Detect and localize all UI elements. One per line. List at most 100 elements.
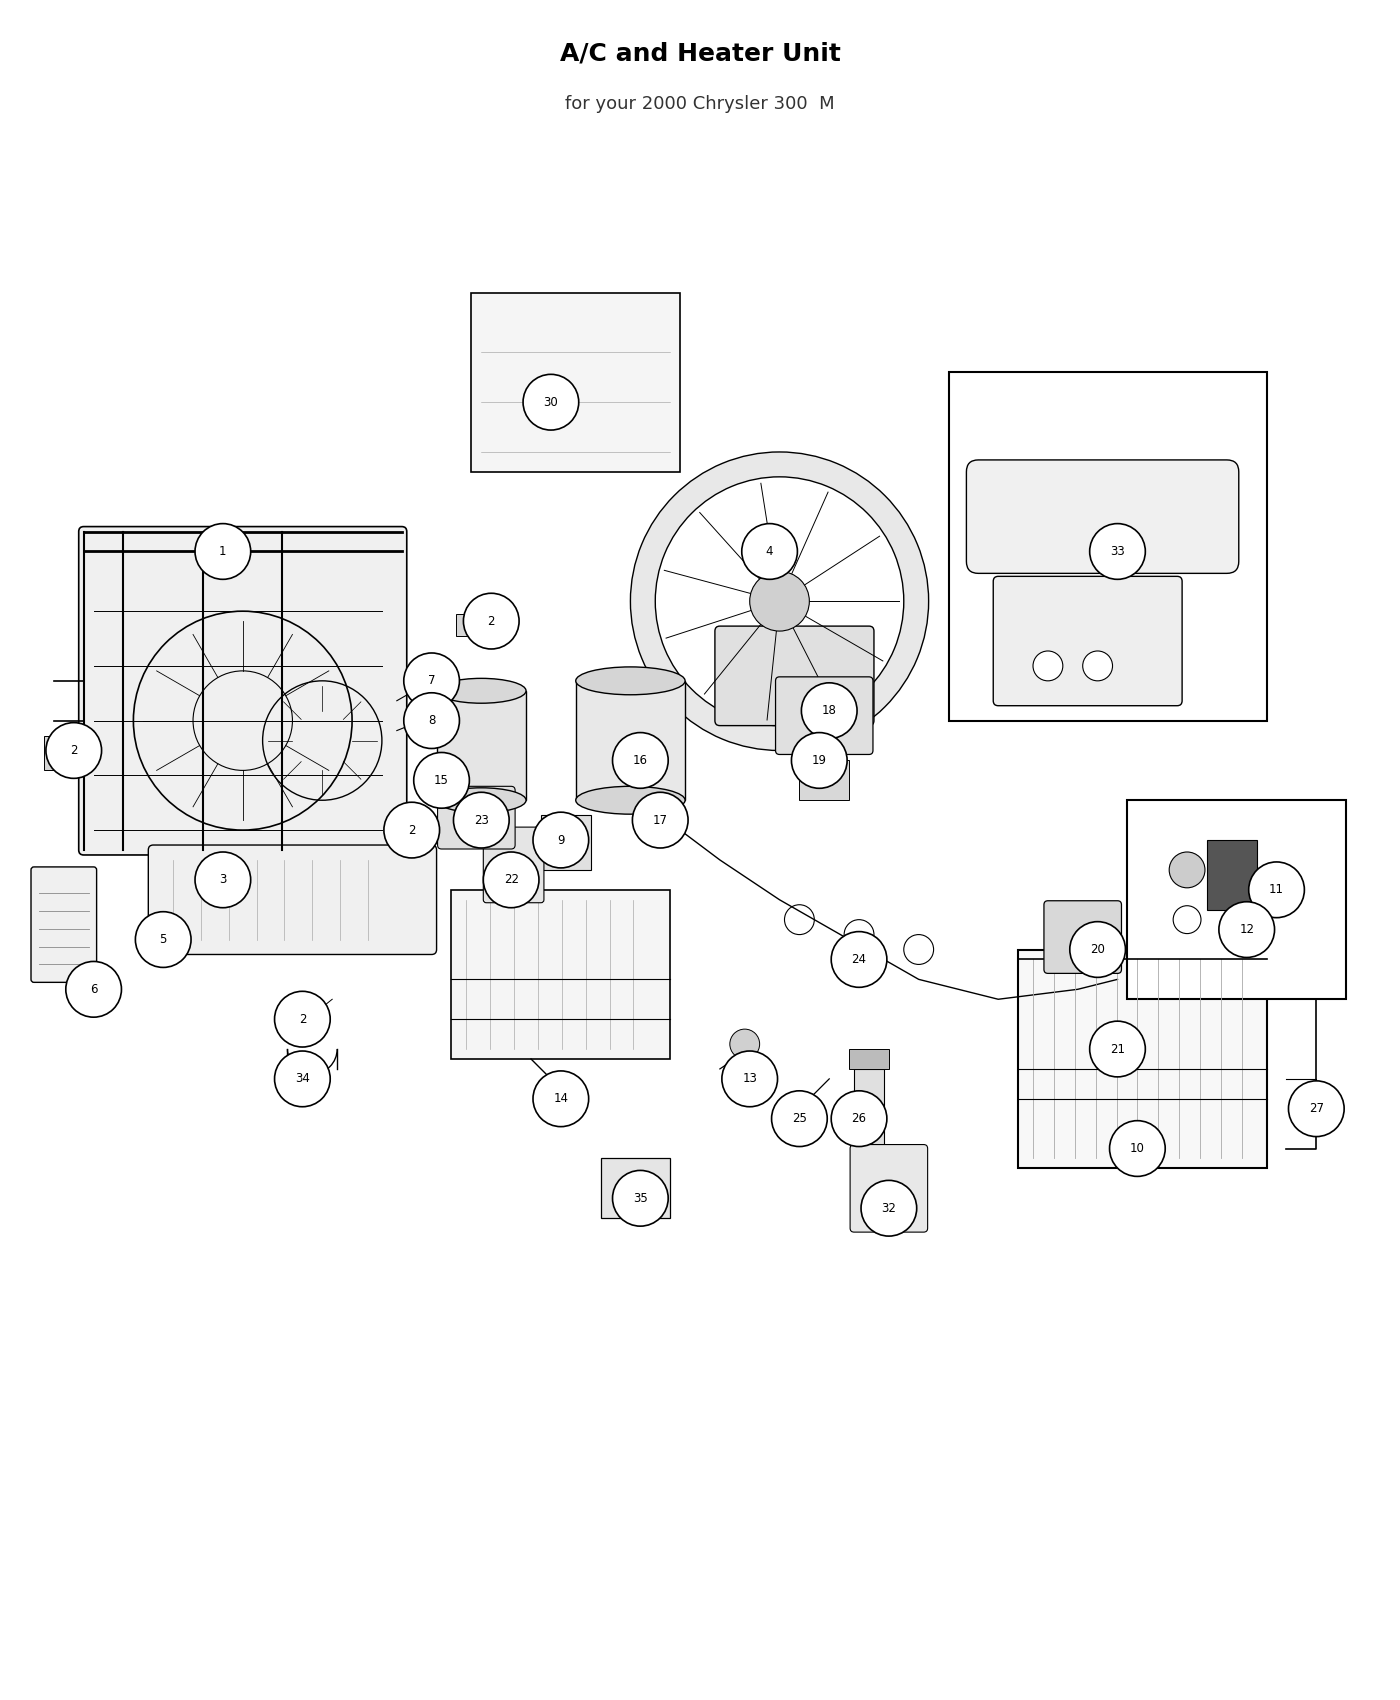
Circle shape xyxy=(403,694,459,748)
Text: 21: 21 xyxy=(1110,1042,1126,1056)
Bar xyxy=(601,1158,671,1219)
Circle shape xyxy=(1082,651,1113,680)
Circle shape xyxy=(46,722,102,779)
Circle shape xyxy=(1070,921,1126,978)
Text: 35: 35 xyxy=(633,1192,648,1205)
Bar xyxy=(421,707,441,736)
Wedge shape xyxy=(630,452,928,750)
Bar xyxy=(799,760,850,801)
Circle shape xyxy=(832,1091,886,1146)
Ellipse shape xyxy=(575,666,685,695)
FancyBboxPatch shape xyxy=(31,867,97,983)
Circle shape xyxy=(729,1028,760,1059)
FancyBboxPatch shape xyxy=(776,677,874,755)
Text: 34: 34 xyxy=(295,1073,309,1085)
Text: 15: 15 xyxy=(434,774,449,787)
Text: 18: 18 xyxy=(822,704,837,717)
Circle shape xyxy=(633,792,687,848)
Circle shape xyxy=(1249,862,1305,918)
Text: 16: 16 xyxy=(633,753,648,767)
Text: 27: 27 xyxy=(1309,1102,1324,1115)
Text: 33: 33 xyxy=(1110,546,1124,558)
Ellipse shape xyxy=(437,678,526,704)
Bar xyxy=(575,680,685,801)
Circle shape xyxy=(1033,651,1063,680)
Text: 3: 3 xyxy=(220,874,227,886)
Circle shape xyxy=(1288,1081,1344,1137)
Text: 13: 13 xyxy=(742,1073,757,1085)
Bar xyxy=(540,816,591,870)
Text: 1: 1 xyxy=(220,546,227,558)
FancyBboxPatch shape xyxy=(966,461,1239,573)
Text: 14: 14 xyxy=(553,1093,568,1105)
Text: 24: 24 xyxy=(851,954,867,966)
Circle shape xyxy=(832,932,886,988)
Bar xyxy=(1127,801,1347,1000)
Bar xyxy=(949,372,1267,721)
Bar xyxy=(1207,840,1257,910)
FancyBboxPatch shape xyxy=(483,828,545,903)
Text: 6: 6 xyxy=(90,983,98,996)
Text: 12: 12 xyxy=(1239,923,1254,937)
Circle shape xyxy=(463,593,519,649)
Text: 2: 2 xyxy=(487,615,496,627)
Text: 30: 30 xyxy=(543,396,559,408)
Circle shape xyxy=(771,1091,827,1146)
Text: 22: 22 xyxy=(504,874,518,886)
Circle shape xyxy=(722,1051,777,1107)
Circle shape xyxy=(1089,524,1145,580)
Bar xyxy=(472,292,680,473)
Bar xyxy=(850,1049,889,1069)
FancyBboxPatch shape xyxy=(715,626,874,726)
Circle shape xyxy=(524,374,578,430)
Circle shape xyxy=(384,802,440,858)
Bar xyxy=(427,661,448,695)
Circle shape xyxy=(750,571,809,631)
Circle shape xyxy=(533,1071,588,1127)
FancyBboxPatch shape xyxy=(438,787,515,848)
Text: 32: 32 xyxy=(882,1202,896,1215)
Circle shape xyxy=(483,852,539,908)
Text: for your 2000 Chrysler 300  M: for your 2000 Chrysler 300 M xyxy=(566,95,834,112)
FancyBboxPatch shape xyxy=(78,527,407,855)
Text: 23: 23 xyxy=(473,814,489,826)
Ellipse shape xyxy=(437,787,526,813)
Text: 11: 11 xyxy=(1268,884,1284,896)
Circle shape xyxy=(195,852,251,908)
Circle shape xyxy=(274,1051,330,1107)
Circle shape xyxy=(403,653,459,709)
FancyBboxPatch shape xyxy=(1044,901,1121,974)
Circle shape xyxy=(66,962,122,1017)
Circle shape xyxy=(791,733,847,789)
Text: 5: 5 xyxy=(160,933,167,947)
Text: 7: 7 xyxy=(428,675,435,687)
Circle shape xyxy=(1169,852,1205,887)
Text: 25: 25 xyxy=(792,1112,806,1125)
Circle shape xyxy=(1110,1120,1165,1176)
Bar xyxy=(43,736,69,770)
Circle shape xyxy=(742,524,798,580)
Text: 2: 2 xyxy=(407,823,416,836)
Circle shape xyxy=(414,753,469,808)
Circle shape xyxy=(274,991,330,1047)
FancyBboxPatch shape xyxy=(993,576,1182,706)
Text: 26: 26 xyxy=(851,1112,867,1125)
Bar xyxy=(451,889,671,1059)
Circle shape xyxy=(1173,906,1201,933)
Circle shape xyxy=(533,813,588,869)
Bar xyxy=(437,690,526,801)
Text: 9: 9 xyxy=(557,833,564,847)
FancyBboxPatch shape xyxy=(148,845,437,954)
Circle shape xyxy=(801,683,857,738)
Text: 2: 2 xyxy=(298,1013,307,1025)
Bar xyxy=(854,1069,883,1158)
FancyBboxPatch shape xyxy=(850,1144,928,1232)
Circle shape xyxy=(613,733,668,789)
Text: 19: 19 xyxy=(812,753,827,767)
Text: 17: 17 xyxy=(652,814,668,826)
Circle shape xyxy=(1219,901,1274,957)
Circle shape xyxy=(861,1180,917,1236)
Circle shape xyxy=(1089,1022,1145,1076)
Bar xyxy=(456,614,475,636)
Circle shape xyxy=(613,1170,668,1226)
